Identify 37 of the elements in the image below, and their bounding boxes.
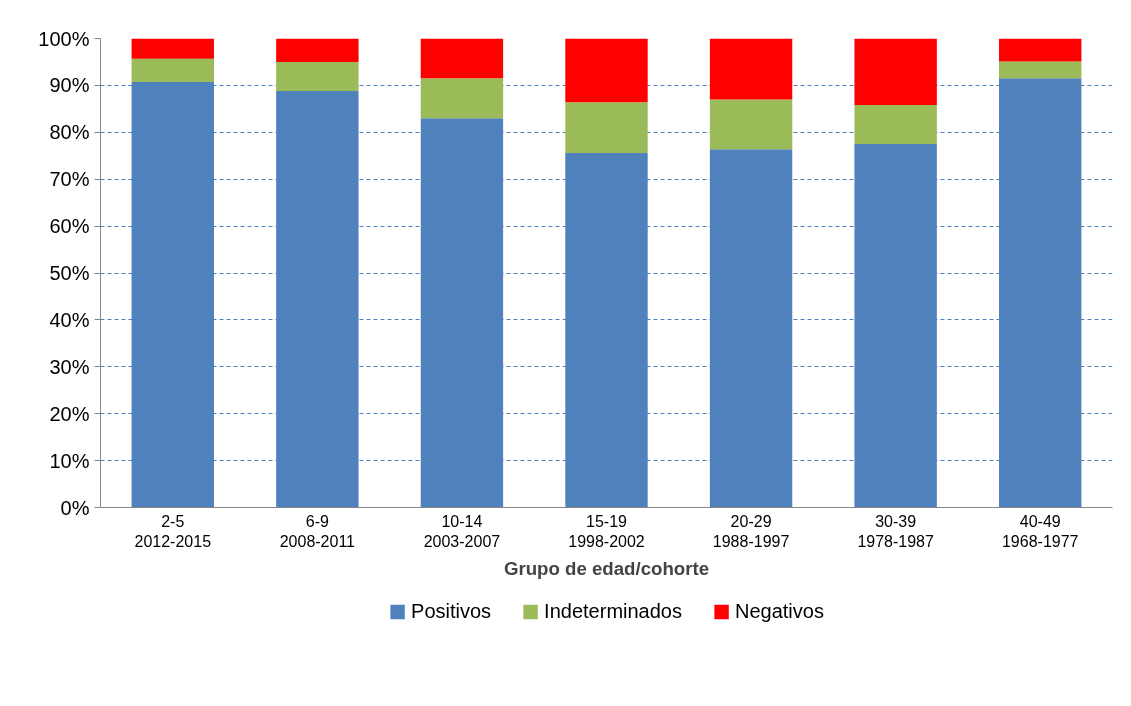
- bar: [276, 38, 359, 62]
- bar: [854, 105, 937, 145]
- y-tick-label: 10%: [49, 449, 90, 472]
- x-tick-label: 15-19 1998-2002: [568, 512, 645, 550]
- y-tick-label: 50%: [49, 262, 90, 284]
- y-tick-label: 70%: [49, 168, 90, 191]
- y-tick-label: 60%: [49, 215, 90, 238]
- y-tick-label: 90%: [49, 74, 90, 97]
- x-tick-label: 40-49 1968-1977: [1001, 512, 1079, 550]
- bar: [420, 38, 504, 79]
- bar: [565, 102, 648, 153]
- y-tick-label: 20%: [49, 402, 90, 425]
- y-tick-label: 0%: [60, 496, 90, 519]
- bar: [276, 61, 359, 92]
- bar: [709, 149, 793, 508]
- legend-label: Indeterminados: [544, 599, 682, 623]
- y-tick-label: 40%: [49, 308, 90, 331]
- x-tick-label: 6-9 2008-2011: [279, 512, 356, 550]
- x-tick-label: 20-29 1988-1997: [712, 512, 790, 550]
- x-axis-title: Grupo de edad/cohorte: [503, 557, 710, 579]
- bar: [420, 78, 504, 119]
- bar: [131, 38, 214, 59]
- legend-label: Negativos: [734, 599, 824, 623]
- legend-label: Positivos: [411, 599, 492, 623]
- x-tick-label: 2-5 2012-2015: [134, 512, 212, 550]
- bar: [999, 38, 1082, 62]
- bar: [565, 38, 648, 103]
- bar: [999, 61, 1082, 79]
- bar: [709, 38, 793, 100]
- y-tick-label: 80%: [49, 121, 90, 144]
- bar: [131, 58, 214, 83]
- y-tick-label: 100%: [38, 27, 90, 50]
- y-tick-label: 30%: [49, 355, 90, 378]
- bar: [709, 99, 793, 150]
- x-tick-label: 30-39 1978-1987: [857, 512, 934, 550]
- x-tick-label: 10-14 2003-2007: [423, 512, 501, 550]
- bar: [854, 38, 937, 106]
